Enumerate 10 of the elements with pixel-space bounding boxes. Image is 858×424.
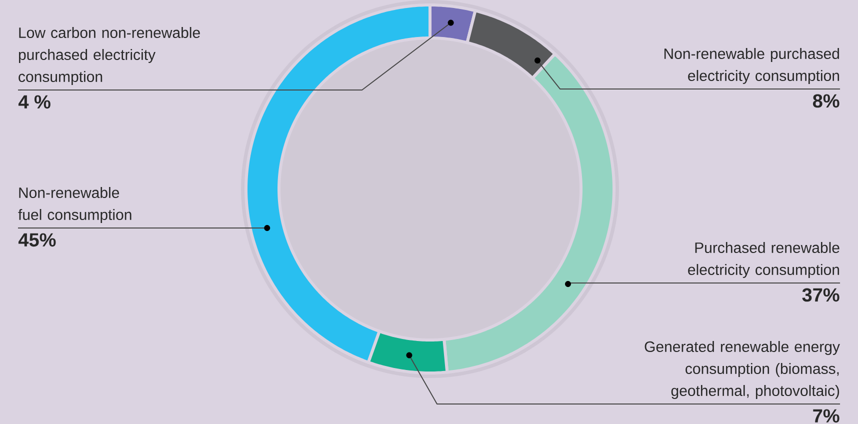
slice-label: Non-renewable purchased electricity consumption [664,48,840,84]
data-label: 4 % [18,95,50,109]
slice-label: Non-renewable fuel consumption [18,187,132,223]
slice-label: Purchased renewable electricity consumption [688,242,840,278]
slice-label: Low carbon non-renewable purchased electricity consumption [18,27,200,85]
data-label: 37% [802,288,840,302]
data-label: 45% [18,233,56,247]
data-label: 8% [812,94,840,108]
data-label: 7% [813,409,840,423]
slice-label: Generated renewable energy consumption (biomass, geothermal, photovoltaic) [644,341,840,399]
